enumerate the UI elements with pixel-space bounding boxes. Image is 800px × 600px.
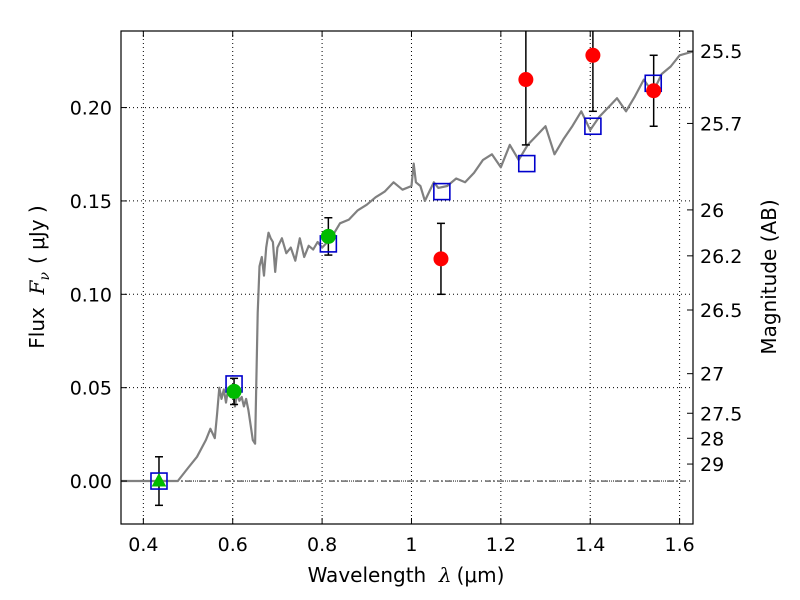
right-tick-label: 26.2: [700, 246, 742, 268]
y-axis-label-subscript: ν: [37, 272, 53, 281]
right-tick-label: 29: [700, 454, 724, 476]
y-tick-label: 0.00: [70, 471, 112, 493]
right-tick-label: 25.7: [700, 113, 742, 135]
x-axis-label-unit: (μm): [457, 563, 505, 587]
axes: 0.4 0.6 0.8 1 1.2 1.4 1.6 0.00 0.05 0.10 0.15 0.20 2…: [70, 30, 742, 556]
right-tick-label: 27.5: [700, 403, 742, 425]
x-tick-label: 1: [405, 534, 417, 556]
right-tick-label: 26: [700, 200, 724, 222]
y-tick-label: 0.05: [70, 378, 112, 400]
gridlines: [121, 31, 693, 524]
red-circle-marker: [518, 72, 534, 88]
x-tick-label: 0.8: [307, 534, 337, 556]
x-tick-label: 1.6: [664, 534, 694, 556]
square-marker: [584, 117, 602, 136]
square-marker: [433, 182, 451, 201]
red-circle-marker: [585, 47, 601, 63]
y-tick-label: 0.20: [70, 98, 112, 120]
green-circle-marker: [226, 383, 242, 399]
x-tick-label: 0.4: [128, 534, 158, 556]
x-tick-label: 1.4: [575, 534, 605, 556]
red-circle-marker: [433, 251, 449, 267]
x-tick-label: 1.2: [486, 534, 516, 556]
y-tick-label: 0.10: [70, 284, 112, 306]
green-circle-marker: [320, 228, 336, 244]
right-axis-label: Magnitude (AB): [757, 199, 781, 354]
y-axis-label-symbol: F: [25, 279, 49, 295]
green-triangle-marker: [151, 472, 167, 487]
right-tick-label: 25.5: [700, 41, 742, 63]
right-tick-label: 28: [700, 428, 724, 450]
right-tick-label: 27: [700, 364, 724, 386]
plot-frame: [120, 30, 694, 525]
right-tick-label: 26.5: [700, 300, 742, 322]
y-axis-label-unit: ( μJy ): [25, 205, 49, 264]
y-axis-label-prefix: Flux: [25, 294, 49, 348]
y-tick-label: 0.15: [70, 191, 112, 213]
x-axis-label: Wavelength λ (μm): [308, 563, 505, 587]
x-tick-label: 0.6: [218, 534, 248, 556]
x-axis-label-prefix: Wavelength: [308, 563, 439, 587]
y-axis-label: Flux Fν ( μJy ): [25, 205, 53, 348]
x-axis-label-symbol: λ: [438, 563, 452, 587]
red-circle-marker: [646, 83, 662, 99]
square-marker: [517, 154, 536, 173]
plot-area: [121, 31, 693, 507]
